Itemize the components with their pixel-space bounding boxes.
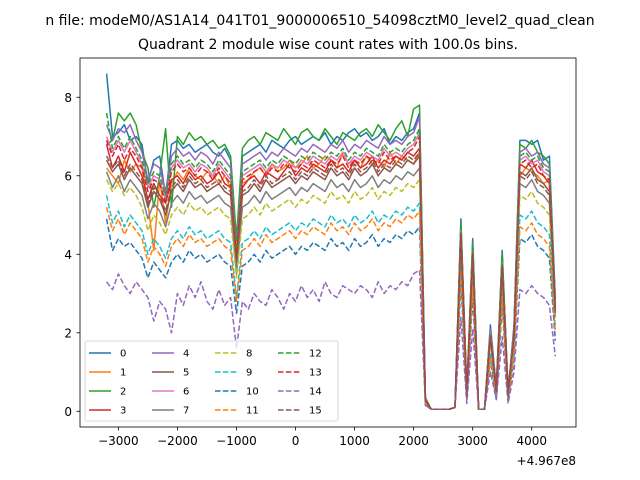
y-tick-label: 0 xyxy=(64,405,72,419)
legend-label-5: 5 xyxy=(183,368,189,379)
x-tick-label: 1000 xyxy=(339,434,370,448)
legend-label-15: 15 xyxy=(309,406,322,417)
legend-label-9: 9 xyxy=(246,368,252,379)
y-tick-label: 2 xyxy=(64,326,72,340)
x-offset-label: +4.967e8 xyxy=(517,454,576,468)
y-tick-label: 6 xyxy=(64,169,72,183)
legend-box xyxy=(84,340,339,422)
legend-label-11: 11 xyxy=(246,406,259,417)
series-line-10 xyxy=(105,218,557,411)
y-tick-label: 8 xyxy=(64,91,72,105)
y-axis-ticks: 0 2 4 6 8 xyxy=(64,91,80,419)
x-tick-label: 2000 xyxy=(398,434,429,448)
legend-label-13: 13 xyxy=(309,368,322,379)
x-tick-label: 4000 xyxy=(516,434,547,448)
x-tick-label: −2000 xyxy=(157,434,198,448)
y-tick-label: 4 xyxy=(64,248,72,262)
legend-label-10: 10 xyxy=(246,387,259,398)
legend-label-6: 6 xyxy=(183,387,189,398)
legend-label-12: 12 xyxy=(309,349,322,360)
legend-label-14: 14 xyxy=(309,387,322,398)
chart-suptitle: n file: modeM0/AS1A14_041T01_9000006510_… xyxy=(45,13,594,29)
x-tick-label: −1000 xyxy=(216,434,257,448)
legend-label-4: 4 xyxy=(183,349,189,360)
x-tick-label: 0 xyxy=(292,434,300,448)
legend-label-3: 3 xyxy=(120,406,126,417)
x-axis-ticks: −3000 −2000 −1000 0 1000 2000 3000 4000 xyxy=(98,427,547,448)
legend-label-2: 2 xyxy=(120,387,126,398)
legend-label-1: 1 xyxy=(120,368,126,379)
chart-title: Quadrant 2 module wise count rates with … xyxy=(138,37,518,53)
legend-label-8: 8 xyxy=(246,349,252,360)
series-line-15 xyxy=(105,151,557,411)
legend-label-0: 0 xyxy=(120,349,126,360)
series-layer xyxy=(105,73,557,411)
legend-label-7: 7 xyxy=(183,406,189,417)
x-tick-label: 3000 xyxy=(457,434,488,448)
x-tick-label: −3000 xyxy=(98,434,139,448)
series-line-14 xyxy=(106,269,557,411)
plot-frame xyxy=(79,57,577,428)
